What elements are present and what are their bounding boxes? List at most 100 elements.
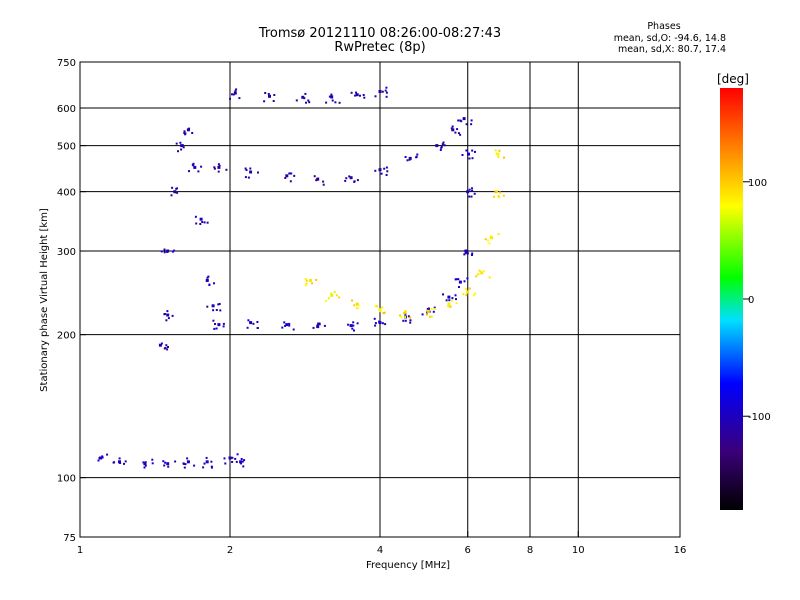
echo-point-dot [429, 315, 432, 318]
echo-point-dot [256, 327, 259, 329]
x-axis-label: Frequency [MHz] [366, 560, 450, 571]
echo-point-dot [454, 294, 457, 297]
axis-ticks: 1 2 4 6 8 10 16 75 100 200 300 400 500 600 750 [57, 58, 686, 556]
echo-point-dot [183, 130, 186, 133]
echo-point-dot [330, 93, 333, 96]
echo-point-dot [217, 163, 220, 166]
echo-point-dot [488, 242, 491, 245]
echo-point-dot [473, 294, 475, 297]
echo-point-dot [166, 348, 169, 351]
echo-point-dot [498, 196, 501, 199]
echo-point-dot [312, 326, 315, 329]
echo-point-dot [244, 167, 247, 170]
echo-point-mark [239, 460, 243, 464]
echo-point [425, 307, 436, 318]
echo-point-dot [374, 304, 377, 307]
echo-point-dot [188, 170, 190, 173]
echo-point-dot [245, 169, 248, 171]
echo-point-dot [246, 326, 249, 329]
echo-point-dot [272, 100, 275, 102]
echo-point-dot [351, 299, 354, 302]
echo-point-mark [378, 90, 382, 93]
echo-point-dot [451, 297, 454, 300]
echo-point-mark [166, 313, 170, 317]
echo-point-dot [256, 321, 259, 323]
echo-point-dot [471, 254, 473, 256]
echo-point-dot [201, 221, 204, 223]
echo-point-dot [242, 465, 245, 468]
echo-point-dot [409, 321, 412, 324]
echo-point-dot [385, 95, 388, 98]
echo-point [484, 233, 500, 245]
echo-point-mark [285, 323, 289, 327]
echo-point-dot [151, 462, 154, 465]
echo-point-dot [289, 180, 292, 183]
echo-point-dot [456, 128, 459, 131]
echo-point-mark [233, 91, 237, 95]
echo-point [442, 293, 457, 302]
echo-point-dot [484, 238, 487, 241]
echo-point-dot [315, 179, 318, 182]
echo-point [163, 310, 174, 322]
echo-point-mark [458, 280, 462, 284]
echo-point-dot [160, 342, 163, 345]
echo-point-dot [427, 307, 430, 310]
echo-point-dot [458, 286, 460, 288]
echo-point [374, 166, 389, 176]
echo-point-dot [475, 275, 478, 278]
echo-point-dot [199, 223, 202, 225]
echo-point [281, 321, 295, 331]
echo-point-dot [432, 310, 435, 313]
echo-point-dot [461, 154, 464, 156]
echo-point-dot [175, 142, 178, 145]
echo-point-dot [174, 460, 177, 463]
echo-point-dot [383, 311, 386, 314]
echo-point-dot [459, 133, 462, 136]
echo-point-dot [218, 303, 221, 305]
echo-point-dot [164, 461, 167, 464]
echo-point-dot [352, 321, 355, 324]
echo-point-dot [415, 156, 418, 159]
echo-point [462, 287, 477, 297]
echo-point [212, 319, 225, 330]
echo-point-dot [281, 326, 284, 329]
echo-point-dot [468, 157, 471, 160]
echo-point-dot [338, 101, 341, 104]
echo-point-dot [171, 186, 174, 189]
echo-point-mark [211, 304, 215, 308]
echo-point-dot [374, 95, 377, 98]
echo-point-mark [451, 128, 455, 132]
echo-point [493, 190, 505, 199]
echo-point-dot [357, 304, 360, 307]
echo-point-dot [170, 194, 173, 197]
echo-point-dot [208, 283, 211, 286]
echo-point-dot [457, 132, 460, 135]
echo-point-dot [267, 93, 270, 95]
echo-point [223, 453, 239, 465]
echo-point [202, 456, 213, 469]
echo-point [160, 248, 176, 254]
echo-point-dot [375, 305, 378, 308]
echo-point-dot [163, 248, 166, 251]
echo-point-dot [359, 94, 361, 97]
echo-point-dot [293, 174, 296, 177]
echo-point-dot [322, 180, 325, 183]
echo-point-dot [231, 461, 234, 463]
echo-point-dot [307, 99, 310, 102]
y-tick-label: 400 [57, 188, 76, 199]
echo-point-dot [292, 328, 295, 331]
echo-point-dot [466, 277, 469, 280]
echo-point-dot [430, 308, 433, 310]
echo-point-dot [268, 95, 271, 98]
echo-point-dot [315, 279, 318, 281]
echo-point-dot [355, 91, 357, 94]
echo-point-dot [406, 159, 409, 162]
colorbar-tick-label: -100 [748, 412, 771, 423]
echo-point-mark [118, 460, 121, 464]
echo-point-dot [430, 315, 433, 318]
colorbar-ticks: 100 0 -100 [743, 178, 771, 423]
y-tick-label: 500 [57, 142, 76, 153]
echo-point [325, 291, 341, 302]
echo-point-dot [350, 91, 353, 94]
echo-point [350, 91, 366, 99]
